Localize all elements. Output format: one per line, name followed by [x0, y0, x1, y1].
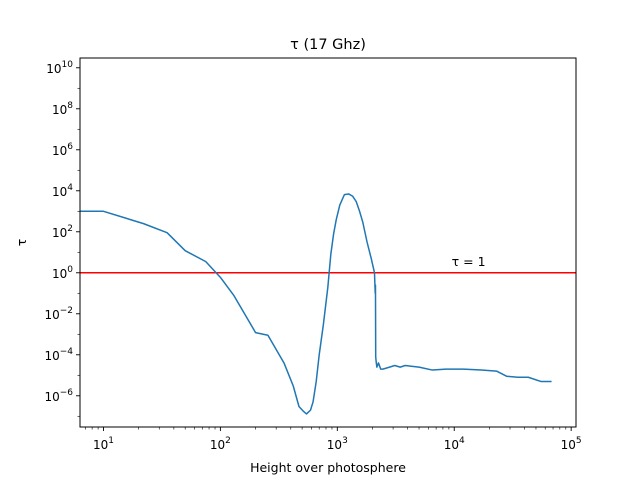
- x-tick-label: 102: [210, 436, 231, 452]
- y-tick-label: 10−2: [44, 306, 73, 322]
- series-line-0: [80, 193, 552, 415]
- x-axis-label: Height over photosphere: [250, 460, 406, 475]
- axes-frame: [79, 57, 577, 428]
- x-axis: 101 102 103 104 105: [85, 427, 582, 452]
- y-tick-label: 1010: [46, 60, 73, 76]
- plot-area: [80, 193, 576, 415]
- y-tick-label: 100: [52, 265, 73, 281]
- tau-equals-one-annotation: τ = 1: [452, 254, 486, 269]
- y-tick-label: 104: [52, 183, 73, 199]
- y-axis: 1010 108 106 104 102 100 10−2 10−4 10−6: [44, 60, 80, 417]
- chart-title: τ (17 Ghz): [290, 37, 366, 53]
- y-axis-label: τ: [14, 239, 29, 247]
- y-tick-label: 10−4: [44, 347, 73, 363]
- x-tick-label: 104: [444, 436, 465, 452]
- x-tick-label: 105: [561, 436, 582, 452]
- y-tick-label: 102: [52, 224, 73, 240]
- y-tick-label: 106: [52, 142, 73, 158]
- y-tick-label: 10−6: [44, 388, 73, 404]
- x-tick-label: 101: [93, 436, 114, 452]
- x-tick-label: 103: [327, 436, 348, 452]
- y-tick-label: 108: [52, 101, 73, 117]
